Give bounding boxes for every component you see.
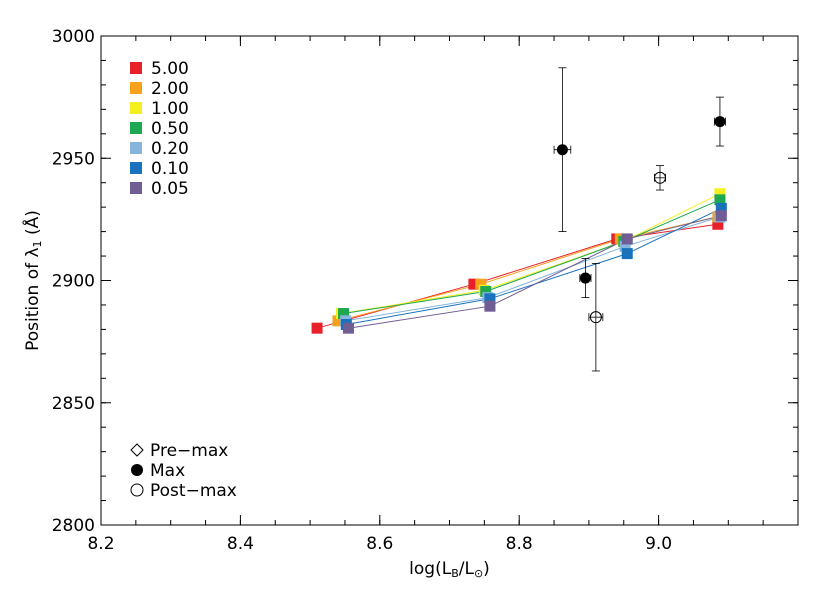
max-point	[579, 272, 591, 284]
y-tick-label: 2900	[52, 272, 95, 292]
observation-points	[556, 116, 726, 324]
y-tick-label: 2800	[52, 516, 95, 536]
y-tick-label: 3000	[52, 27, 95, 47]
y-axis-title: Position of λ1 (Å)	[21, 210, 44, 351]
legend-swatch-0.20	[130, 142, 142, 154]
legend-swatch-0.50	[130, 122, 142, 134]
legend-label: 0.05	[151, 179, 189, 199]
x-tick-label: 9.0	[645, 534, 672, 554]
legend-swatch-2.00	[130, 82, 142, 94]
series-marker-0.10	[621, 248, 633, 260]
y-tick-label: 2850	[52, 394, 95, 414]
series-marker-2.00	[475, 278, 487, 290]
filled-circle-icon	[131, 464, 143, 476]
y-axis-title-part: Position of λ	[23, 247, 43, 350]
legend-label: 0.20	[151, 139, 189, 159]
series-line-0.50	[343, 199, 721, 314]
y-axis-title-part: (Å)	[21, 210, 43, 240]
legend-label: 5.00	[151, 59, 189, 79]
x-tick-label: 8.6	[366, 534, 393, 554]
series-markers	[311, 188, 727, 334]
x-axis-title-sub: ⊙	[474, 567, 483, 580]
color-legend: 5.002.001.000.500.200.100.05	[130, 59, 189, 199]
error-bars	[553, 67, 726, 372]
series-marker-0.05	[621, 233, 633, 245]
series-marker-0.20	[619, 240, 631, 252]
marker-legend-label: Pre−max	[150, 441, 228, 461]
series-marker-0.05	[715, 210, 727, 222]
legend-label: 2.00	[151, 79, 189, 99]
legend-swatch-5.00	[130, 62, 142, 74]
max-point	[556, 144, 568, 156]
legend-swatch-0.05	[130, 182, 142, 194]
series-marker-5.00	[468, 278, 480, 290]
legend-swatch-0.10	[130, 162, 142, 174]
x-axis-title-sub: B	[451, 567, 459, 580]
x-axis-title-part: log(L	[409, 559, 452, 579]
series-marker-2.00	[332, 315, 344, 327]
series-marker-5.00	[311, 322, 323, 334]
legend-label: 1.00	[151, 99, 189, 119]
x-axis-title-part: /L	[459, 559, 475, 579]
diamond-icon	[130, 443, 144, 457]
series-marker-0.10	[715, 202, 727, 214]
y-axis-title-sub: 1	[31, 240, 44, 247]
series-marker-0.50	[714, 194, 726, 206]
x-axis-title-part: )	[483, 559, 490, 579]
series-lines	[316, 193, 722, 329]
series-line-5.00	[316, 223, 718, 329]
series-marker-0.50	[338, 308, 350, 320]
series-marker-0.10	[484, 293, 496, 305]
axis-ticks: 8.2 8.4 8.6 8.8 9.0 2800 2850 2900 2950 3000	[52, 27, 799, 554]
marker-legend-label: Post−max	[150, 481, 237, 501]
marker-legend-label: Max	[150, 461, 185, 481]
series-marker-5.00	[712, 218, 724, 230]
y-tick-label: 2950	[52, 149, 95, 169]
legend-swatch-1.00	[130, 102, 142, 114]
series-line-0.10	[346, 207, 722, 325]
x-axis-title: log(LB/L⊙)	[409, 559, 490, 580]
series-marker-0.05	[484, 300, 496, 312]
series-marker-1.00	[714, 188, 726, 200]
legend-label: 0.50	[151, 119, 189, 139]
legend-label: 0.10	[151, 159, 189, 179]
post-max-point	[653, 171, 666, 184]
x-tick-label: 8.2	[87, 534, 114, 554]
post-max-point	[589, 311, 602, 324]
x-tick-label: 8.4	[227, 534, 254, 554]
series-line-1.00	[341, 193, 721, 314]
series-line-0.05	[348, 215, 722, 329]
x-tick-label: 8.8	[506, 534, 533, 554]
series-marker-0.05	[342, 322, 354, 334]
open-circle-icon	[130, 483, 144, 497]
series-marker-0.50	[480, 286, 492, 298]
max-point	[714, 116, 726, 128]
